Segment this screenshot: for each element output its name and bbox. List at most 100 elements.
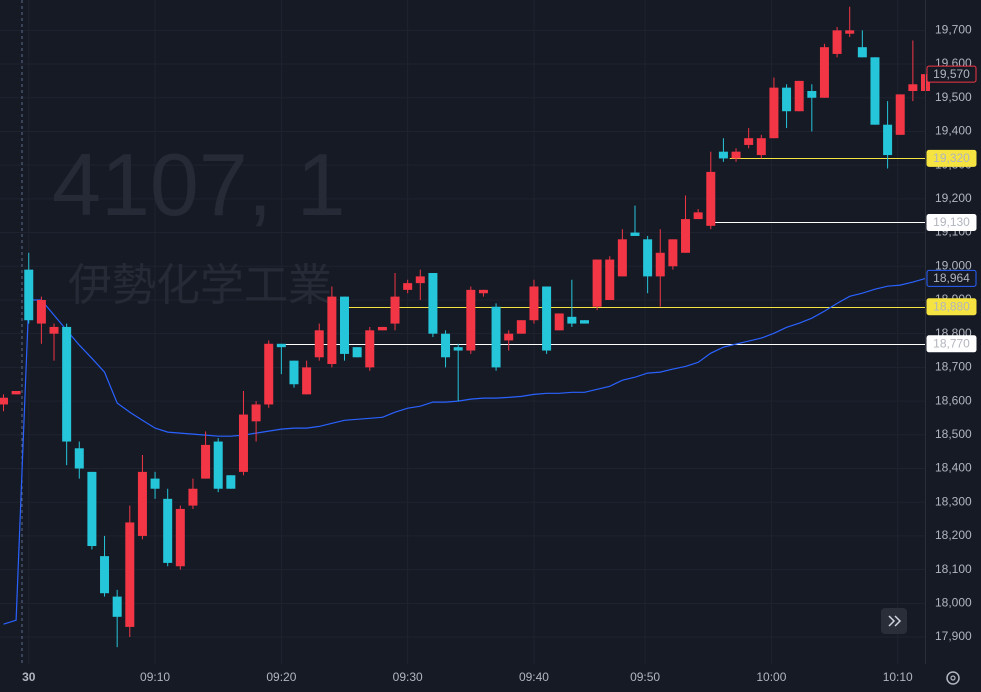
candle-body <box>744 138 754 145</box>
ma-tag-box <box>926 269 977 287</box>
y-tick-label: 18,000 <box>935 596 972 610</box>
x-tick-label: 10:10 <box>883 670 913 684</box>
candle-body <box>24 269 34 321</box>
candle-body <box>226 475 236 489</box>
candle-body <box>807 91 817 98</box>
x-tick-label: 30 <box>22 670 36 684</box>
candle-body <box>857 47 867 58</box>
candle-body <box>0 397 8 405</box>
last-price-tag: 19,570 <box>933 67 970 81</box>
candle-body <box>567 316 577 324</box>
candle-body <box>643 239 653 277</box>
candle-body <box>365 330 375 368</box>
candle-body <box>289 360 299 385</box>
candle-body <box>592 259 602 307</box>
candle-body <box>478 289 488 294</box>
grid <box>0 0 925 664</box>
candle-body <box>756 138 766 156</box>
price-line-tag: 18,770 <box>933 336 970 350</box>
candle-body <box>175 508 185 567</box>
y-tick-label: 18,400 <box>935 461 972 475</box>
candle-body <box>188 488 198 506</box>
candle-body <box>441 333 451 358</box>
candle-body <box>62 326 72 442</box>
watermark-name: 伊勢化学工業 <box>68 260 332 311</box>
candle-body <box>87 471 97 547</box>
candle-body <box>264 343 274 405</box>
price-line-tag: 19,320 <box>933 151 970 165</box>
candle-body <box>276 343 286 348</box>
candle-body <box>112 596 122 617</box>
candle-body <box>845 30 855 34</box>
candle-body <box>302 367 312 395</box>
y-tick-label: 18,700 <box>935 360 972 374</box>
candle-body <box>125 522 135 627</box>
candle-body <box>150 478 160 489</box>
y-tick-label: 19,700 <box>935 23 972 37</box>
candle-body <box>655 252 665 277</box>
price-line-tag: 19,130 <box>933 215 970 229</box>
candle-body <box>883 124 893 156</box>
y-tick-label: 19,500 <box>935 90 972 104</box>
scroll-button[interactable] <box>881 608 907 634</box>
candle-body <box>542 286 552 351</box>
candle-body <box>428 273 438 334</box>
candle-body <box>693 212 703 220</box>
candle-body <box>251 404 261 422</box>
candle-body <box>895 94 905 135</box>
x-tick-label: 10:00 <box>756 670 786 684</box>
y-tick-label: 18,200 <box>935 528 972 542</box>
candle-body <box>238 414 248 472</box>
candle-body <box>668 239 678 267</box>
candle-body <box>11 390 21 395</box>
candle-body <box>908 84 918 92</box>
candle-body <box>782 87 792 112</box>
y-tick-label: 18,500 <box>935 427 972 441</box>
price-line-tag: 18,880 <box>933 299 970 313</box>
candle-body <box>630 232 640 236</box>
y-tick-label: 19,200 <box>935 191 972 205</box>
candle-body <box>314 330 324 358</box>
candle-body <box>137 471 147 536</box>
candle-body <box>74 448 84 469</box>
y-tick-label: 19,000 <box>935 258 972 272</box>
candle-body <box>327 296 337 365</box>
y-tick-label: 18,300 <box>935 494 972 508</box>
moving-average <box>3 277 926 625</box>
price-line-tag-box <box>926 335 977 353</box>
candle-body <box>466 289 476 351</box>
candle-body <box>201 444 211 479</box>
candle-body <box>731 151 741 159</box>
candle-body <box>554 313 564 331</box>
candle-body <box>579 320 589 324</box>
candle-body <box>49 326 59 334</box>
candle-body <box>529 286 539 321</box>
y-tick-label: 17,900 <box>935 629 972 643</box>
candle-body <box>681 219 691 253</box>
watermark-symbol: 4107, 1 <box>52 135 346 234</box>
candle-body <box>617 239 627 277</box>
candle-body <box>415 276 425 284</box>
x-tick-label: 09:40 <box>519 670 549 684</box>
candle-body <box>718 151 728 159</box>
candle-body <box>403 283 413 290</box>
candle-body <box>390 296 400 324</box>
candle-body <box>769 87 779 139</box>
settings-button[interactable] <box>946 671 960 685</box>
candle-body <box>491 306 501 368</box>
candle-body <box>870 57 880 125</box>
candle-body <box>832 30 842 54</box>
price-line-tag-box <box>926 149 977 167</box>
candle-body <box>819 47 829 98</box>
x-tick-label: 09:10 <box>140 670 170 684</box>
candle-body <box>605 259 615 300</box>
candle-body <box>213 441 223 489</box>
candle-body <box>504 333 514 341</box>
candle-body <box>377 326 387 331</box>
last-price-tag-box <box>926 65 977 83</box>
candle-body <box>516 320 526 334</box>
x-tick-label: 09:30 <box>393 670 423 684</box>
x-tick-label: 09:20 <box>266 670 296 684</box>
candle-body <box>163 498 173 563</box>
